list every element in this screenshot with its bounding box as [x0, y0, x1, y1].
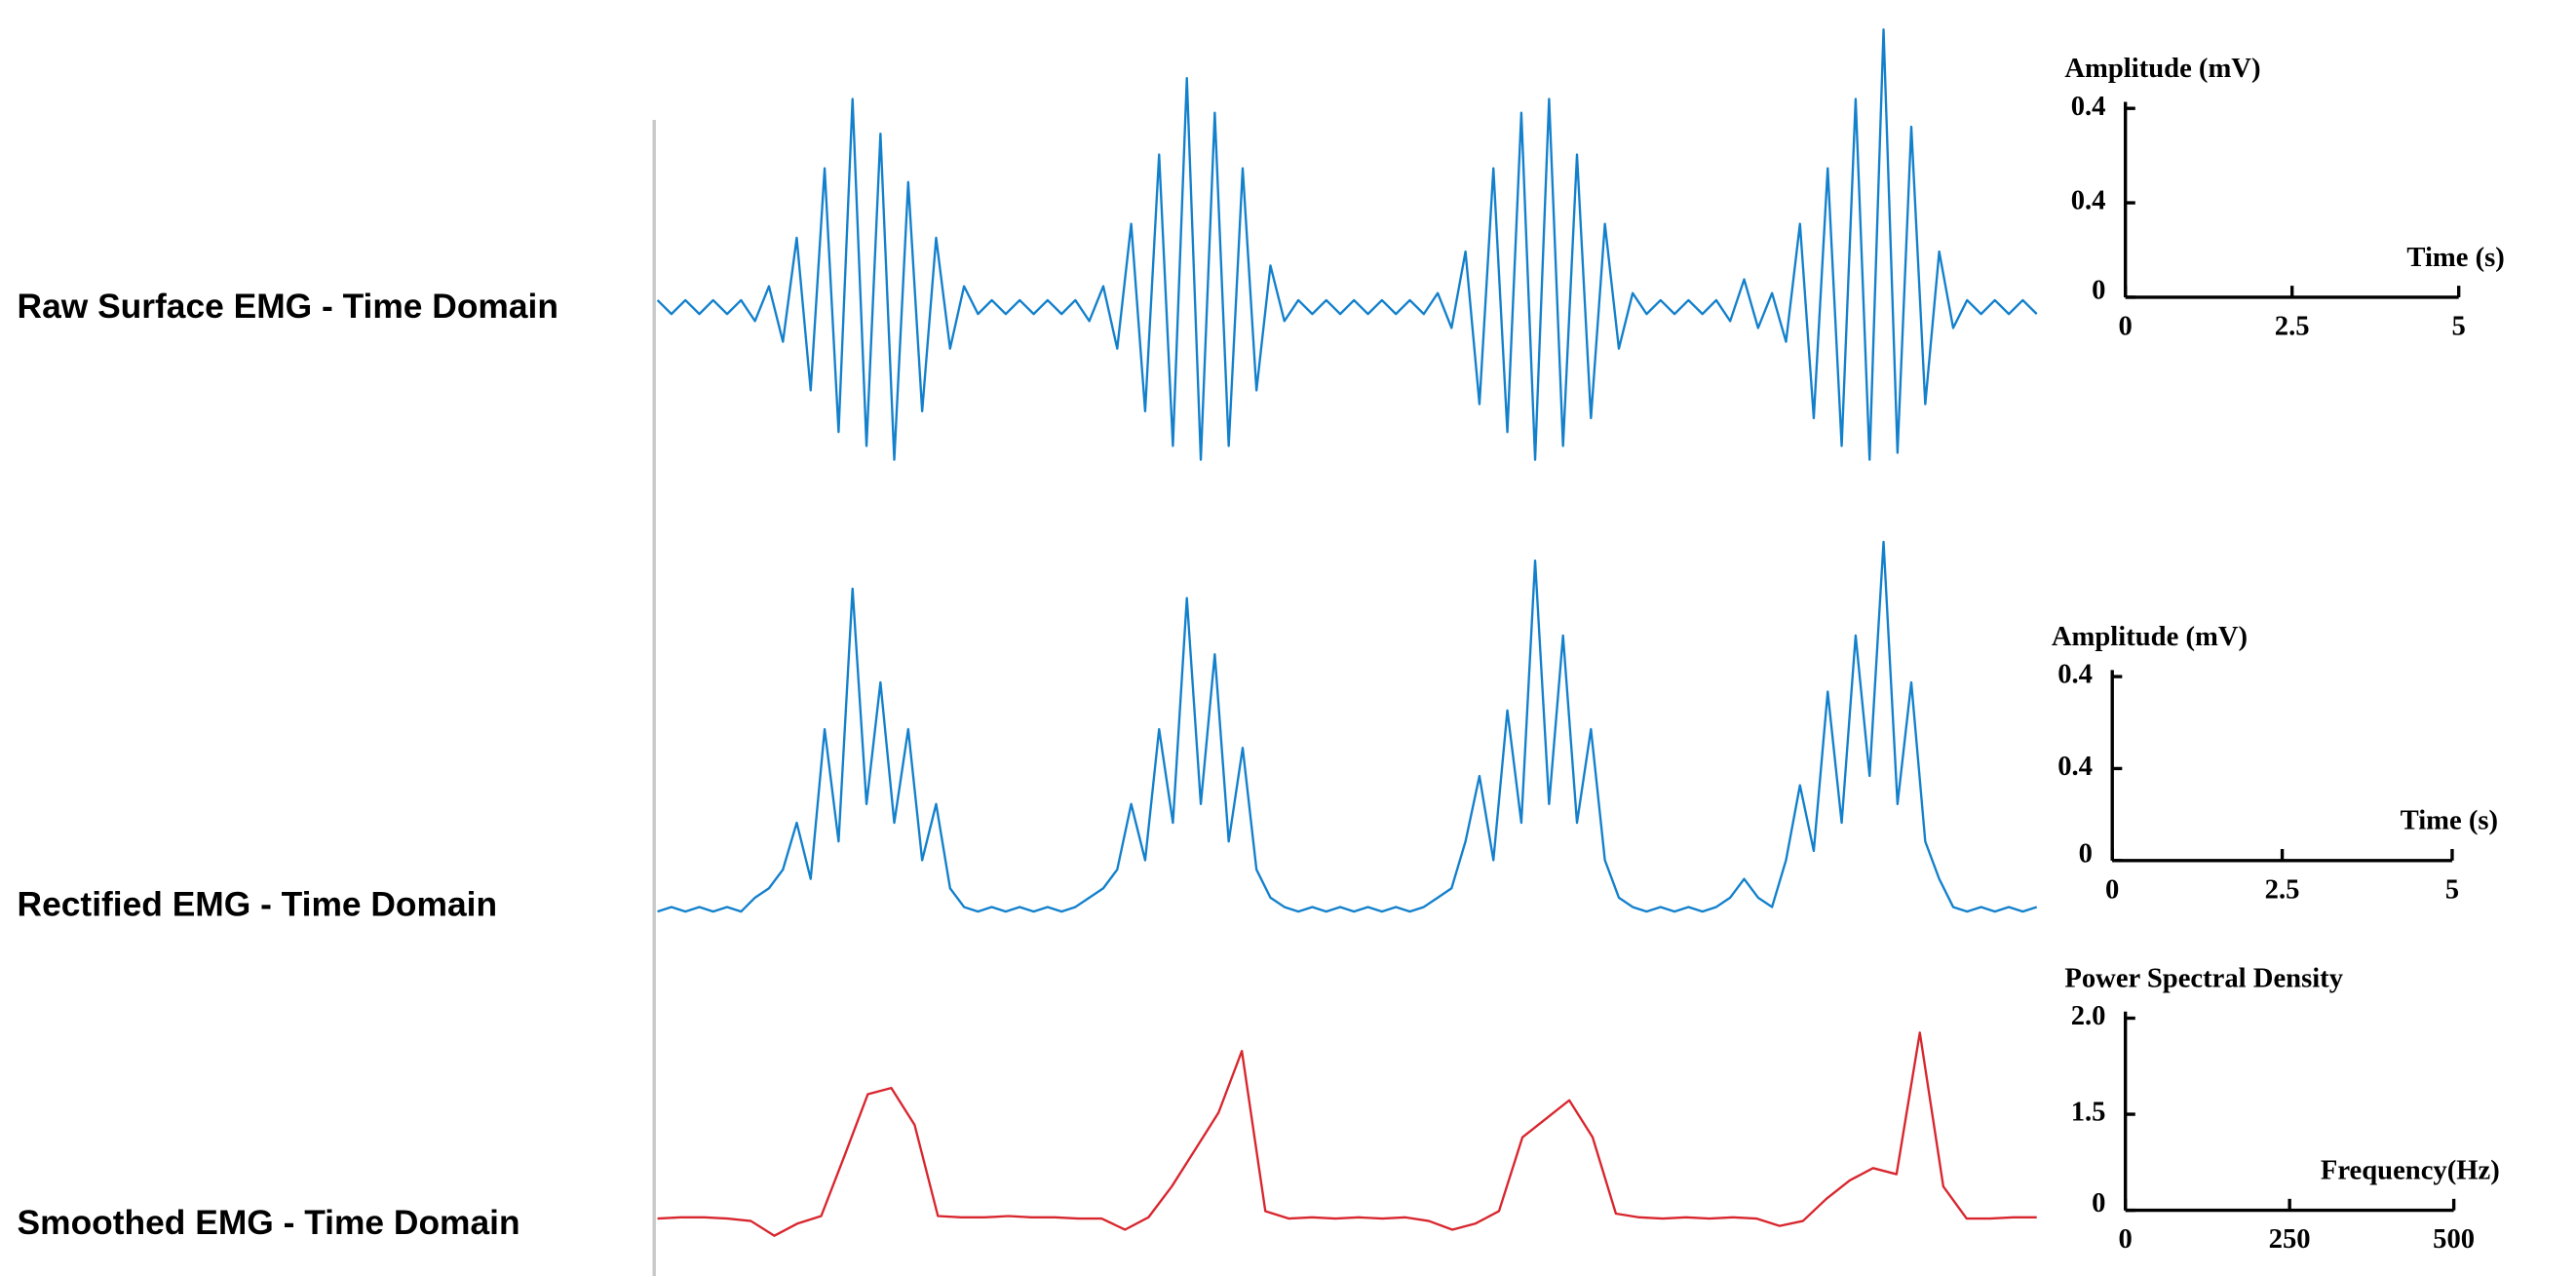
key-y-tick-label: 0.4: [2071, 91, 2106, 122]
key-x-tick-label: 0: [2119, 311, 2133, 342]
key-x-tick-label: 2.5: [2275, 311, 2310, 342]
panel-title: Raw Surface EMG - Time Domain: [18, 288, 558, 326]
signal-trace: [656, 28, 2038, 461]
key-y-label: Amplitude (mV): [2064, 53, 2260, 84]
key-x-label: Time (s): [2406, 242, 2504, 273]
key-y-tick-label: 0.4: [2071, 185, 2106, 216]
key-x-tick-label: 0: [2119, 1223, 2133, 1255]
key-x-tick-label: 500: [2433, 1223, 2475, 1255]
key-y-tick-label: 0: [2079, 837, 2093, 869]
panel-title: Rectified EMG - Time Domain: [18, 885, 498, 923]
key-y-tick-label: 0.4: [2057, 659, 2093, 690]
key-y-tick-label: 2.0: [2071, 1000, 2106, 1031]
key-x-tick-label: 5: [2452, 311, 2466, 342]
signal-trace: [657, 540, 2038, 913]
key-y-label: Amplitude (mV): [2052, 621, 2248, 652]
key-x-label: Frequency(Hz): [2321, 1154, 2500, 1185]
key-y-label: Power Spectral Density: [2064, 962, 2343, 993]
key-x-tick-label: 0: [2105, 873, 2119, 905]
panel-title: Smoothed EMG - Time Domain: [18, 1204, 520, 1242]
key-y-tick-label: 0.4: [2057, 751, 2093, 782]
key-x-label: Time (s): [2401, 805, 2498, 836]
signal-trace: [657, 1031, 2037, 1237]
key-y-tick-label: 1.5: [2071, 1097, 2106, 1128]
key-x-tick-label: 5: [2445, 873, 2459, 905]
key-x-tick-label: 2.5: [2265, 873, 2300, 905]
key-x-tick-label: 250: [2269, 1223, 2311, 1255]
key-y-tick-label: 0: [2092, 1187, 2105, 1218]
key-y-tick-label: 0: [2092, 274, 2105, 305]
